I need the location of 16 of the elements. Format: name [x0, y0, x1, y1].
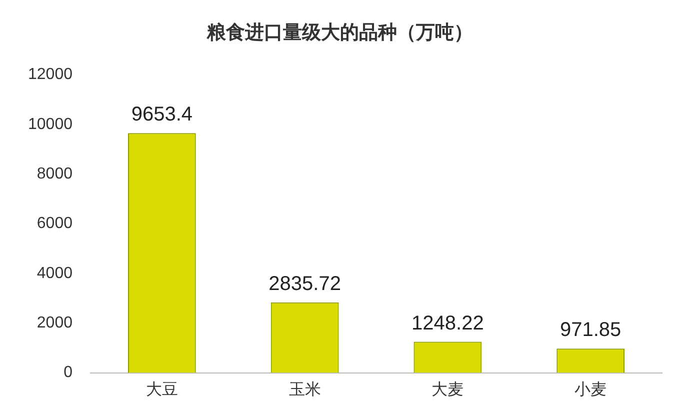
y-tick-label: 6000	[36, 215, 73, 232]
y-tick-label: 8000	[36, 166, 73, 183]
x-tick-label: 大豆	[146, 380, 178, 399]
data-label: 971.85	[560, 319, 622, 342]
x-tick-label: 大麦	[432, 380, 464, 399]
y-tick-label: 12000	[28, 66, 73, 84]
x-tick-label: 小麦	[574, 380, 607, 399]
data-label: 1248.22	[412, 312, 484, 334]
y-tick-label: 0	[64, 364, 73, 382]
y-tick-label: 2000	[36, 314, 73, 332]
chart-title: 粮食进口量级大的品种（万吨）	[206, 21, 473, 44]
y-tick-label: 4000	[36, 264, 73, 282]
data-label: 2835.72	[268, 272, 341, 295]
x-tick-label: 玉米	[288, 380, 321, 399]
y-tick-label: 10000	[28, 116, 73, 133]
data-label: 9653.4	[131, 104, 193, 126]
